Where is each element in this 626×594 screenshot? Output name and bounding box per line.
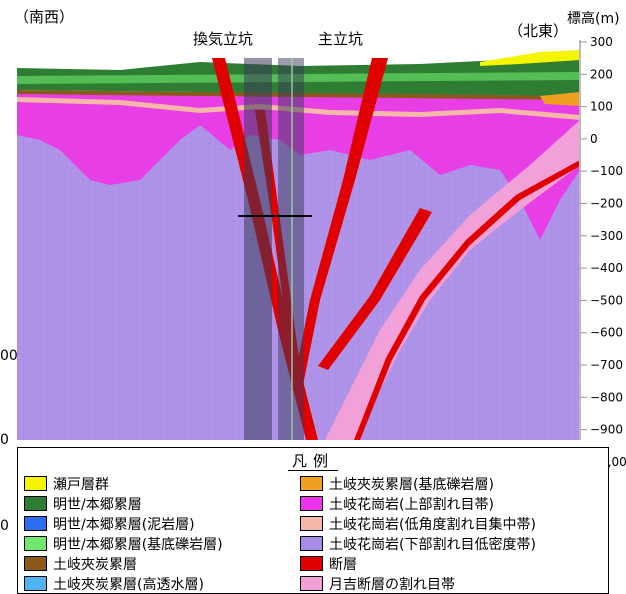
legend-label: 土岐花崗岩(上部割れ目帯) [329, 496, 494, 513]
legend-swatch [300, 576, 323, 591]
southwest-label: （南西） [14, 8, 75, 26]
elevation-axis-title: 標高(m) [567, 11, 620, 27]
legend-item: 土岐花崗岩(下部割れ目低密度帯) [300, 534, 536, 553]
legend-label: 土岐夾炭累層(基底礫岩層) [329, 476, 494, 493]
legend-item: 瀬戸層群 [24, 474, 109, 493]
ventilation-shaft-label: 換気立坑 [193, 30, 254, 48]
legend-label: 土岐花崗岩(下部割れ目低密度帯) [329, 536, 536, 553]
elevation-ticks: 300 200 100 0 −100 −200 −300 −400 −500 −600 −700 −8… [580, 35, 626, 469]
legend-swatch [300, 516, 323, 531]
legend-item: 土岐夾炭累層 [24, 554, 137, 573]
main-shaft-label: 主立坑 [318, 30, 364, 48]
legend-swatch [24, 536, 47, 551]
legend-item: 明世/本郷累層 [24, 494, 142, 513]
legend-label: 明世/本郷累層(基底礫岩層) [53, 536, 223, 553]
legend-label: 断層 [329, 556, 357, 573]
legend-swatch [300, 496, 323, 511]
legend-label: 明世/本郷累層(泥岩層) [53, 516, 195, 533]
elevation-tick-label: 0 [590, 132, 598, 146]
edge-fragment-2: 0 [0, 432, 9, 448]
elevation-tick-label: −200 [590, 197, 623, 211]
lignite-base-conglomerate [540, 92, 580, 106]
legend-item: 明世/本郷累層(泥岩層) [24, 514, 195, 533]
edge-fragment-3: 0 [0, 518, 9, 534]
elevation-tick-label: −500 [590, 293, 623, 307]
legend-label: 瀬戸層群 [53, 476, 109, 493]
elevation-tick-label: 200 [590, 67, 613, 81]
ventilation-shaft [244, 58, 272, 440]
legend-item: 土岐夾炭累層(基底礫岩層) [300, 474, 494, 493]
legend-swatch [24, 476, 47, 491]
legend-title: 凡例 [287, 452, 338, 471]
legend: 凡例 瀬戸層群明世/本郷累層明世/本郷累層(泥岩層) 明世/本郷累層(基底礫岩層)… [17, 447, 609, 594]
legend-item: 月吉断層の割れ目帯 [300, 574, 455, 593]
legend-label: 月吉断層の割れ目帯 [329, 576, 455, 593]
legend-label: 土岐夾炭累層 [53, 556, 137, 573]
legend-swatch [300, 536, 323, 551]
legend-item: 土岐花崗岩(上部割れ目帯) [300, 494, 494, 513]
elevation-tick-label: −400 [590, 261, 623, 275]
fault-northeast [292, 58, 388, 390]
northeast-label: （北東） [508, 22, 569, 40]
edge-fragment-1: 00 [0, 348, 18, 364]
elevation-tick-label: 300 [590, 35, 613, 49]
legend-swatch [24, 576, 47, 591]
legend-label: 土岐夾炭累層(高透水層) [53, 576, 204, 593]
legend-swatch [24, 516, 47, 531]
elevation-tick-label: −600 [590, 326, 623, 340]
legend-label: 明世/本郷累層 [53, 496, 142, 513]
elevation-tick-label: −800 [590, 390, 623, 404]
elevation-tick-label: −100 [590, 164, 623, 178]
legend-swatch [300, 476, 323, 491]
legend-item: 明世/本郷累層(基底礫岩層) [24, 534, 223, 553]
upper-fracture-zone [17, 92, 580, 240]
legend-swatch [24, 556, 47, 571]
legend-label: 土岐花崗岩(低角度割れ目集中帯) [329, 516, 536, 533]
elevation-tick-label: −700 [590, 358, 623, 372]
legend-item: 土岐花崗岩(低角度割れ目集中帯) [300, 514, 536, 533]
fault-east-branch [318, 208, 432, 370]
elevation-tick-label: 100 [590, 100, 613, 114]
legend-swatch [300, 556, 323, 571]
legend-item: 土岐夾炭累層(高透水層) [24, 574, 204, 593]
legend-item: 断層 [300, 554, 357, 573]
elevation-tick-label: −300 [590, 229, 623, 243]
legend-swatch [24, 496, 47, 511]
elevation-tick-label: −900 [590, 423, 623, 437]
seto-group-layer [480, 50, 580, 66]
